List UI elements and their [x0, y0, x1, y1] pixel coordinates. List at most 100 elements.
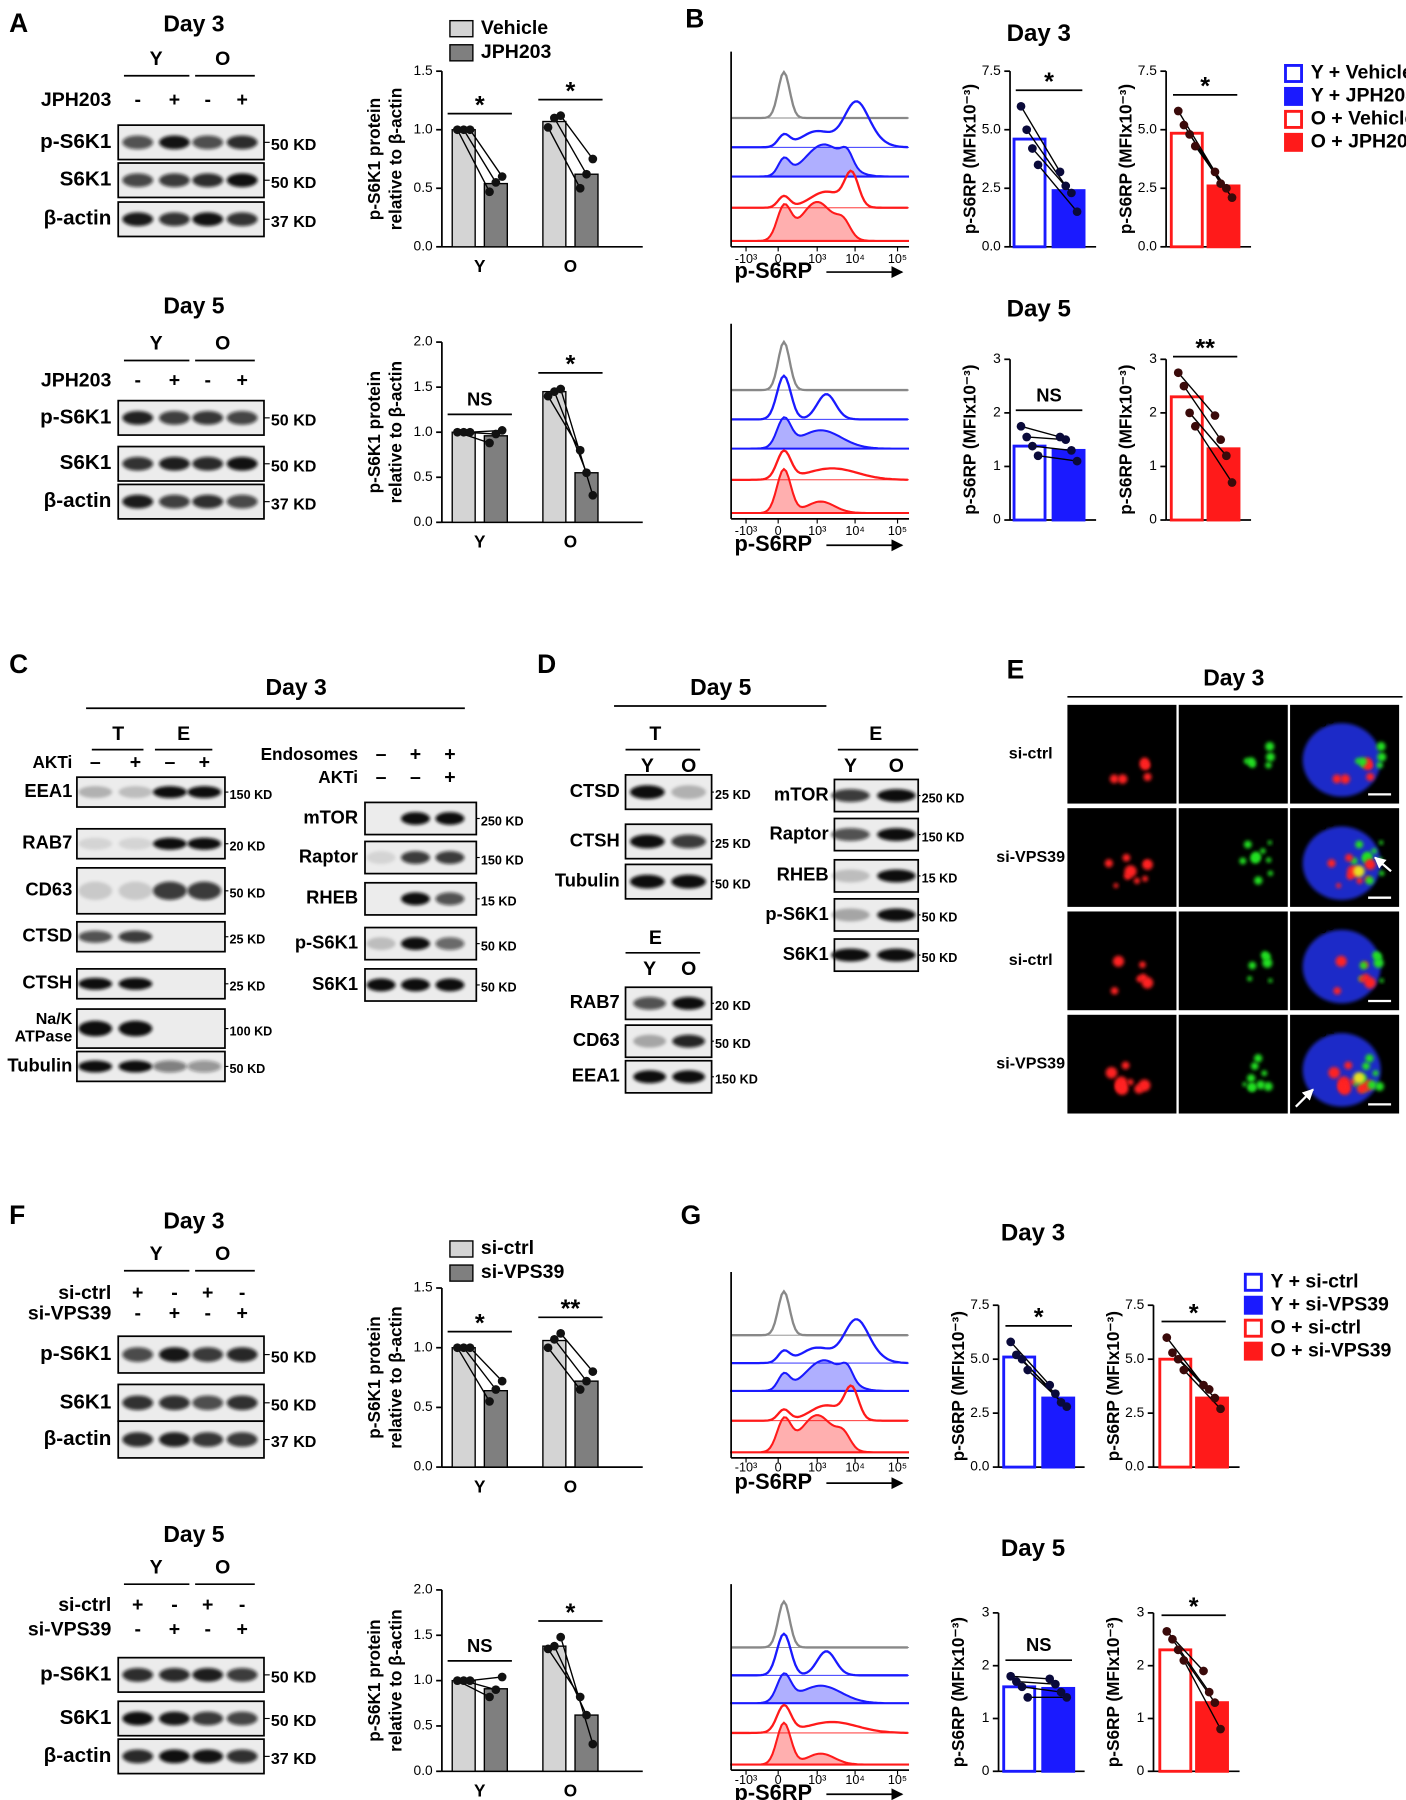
x-tick-label: 0 — [775, 524, 782, 538]
green-spot — [1362, 1062, 1370, 1070]
data-point — [1162, 1627, 1172, 1636]
blot-title: Day 5 — [163, 1521, 224, 1547]
data-point — [485, 1692, 494, 1702]
blot-title: Day 3 — [163, 1208, 224, 1234]
blot-band — [226, 456, 258, 471]
y-tick-label: 1 — [1137, 1710, 1145, 1725]
treatment-label: AKTi — [318, 767, 358, 787]
pointer-arrow — [1374, 856, 1392, 873]
y-tick-label: 2 — [993, 405, 1001, 420]
bar — [1158, 1648, 1193, 1773]
x-tick-label: 10⁵ — [888, 524, 907, 538]
data-point — [485, 438, 494, 448]
red-spot — [1115, 1081, 1126, 1093]
y-tick-label: 0.5 — [414, 1399, 433, 1414]
kd-label: 50 KD — [271, 412, 317, 430]
blot-band — [226, 1432, 258, 1447]
data-point — [1173, 1354, 1183, 1364]
legend-swatch — [449, 19, 474, 38]
blot-band — [118, 786, 153, 799]
y-tick-label: 1.5 — [414, 63, 433, 78]
red-spot — [1127, 1078, 1134, 1086]
histogram-fill — [731, 416, 910, 450]
green-spot — [1247, 976, 1253, 982]
y-tick-label: 0.0 — [982, 238, 1001, 253]
green-spot — [1261, 1070, 1268, 1077]
group-label: Y — [150, 1556, 163, 1578]
lane-label: + — [236, 89, 247, 111]
green-spot — [1379, 978, 1384, 983]
lane-label: + — [169, 1618, 180, 1640]
bar — [451, 1347, 476, 1468]
x-tick-label: 10⁴ — [845, 1773, 864, 1787]
x-tick-label: 10³ — [808, 1461, 826, 1475]
data-point — [1179, 120, 1189, 130]
y-tick-label: 1 — [993, 458, 1001, 473]
y-tick-label: 0.0 — [414, 1459, 433, 1474]
kd-label: 25 KD — [715, 788, 751, 802]
tile-bg — [1178, 1014, 1288, 1114]
row-label: Raptor — [770, 822, 829, 843]
histogram-fill — [730, 1359, 910, 1393]
kd-label: 37 KD — [271, 213, 317, 231]
blot-band — [671, 785, 707, 799]
histogram-trace — [731, 339, 908, 392]
kd-label: 50 KD — [481, 939, 517, 953]
red-spot — [1336, 883, 1342, 889]
x-tick-label: -10³ — [735, 524, 757, 538]
pair-connector — [1026, 129, 1067, 187]
data-point — [1028, 144, 1037, 153]
green-spot — [1365, 1054, 1374, 1063]
group-label: Y — [150, 48, 163, 70]
image-tile — [1067, 1014, 1177, 1114]
legend-swatch — [1284, 63, 1303, 83]
lane-label: Y — [643, 958, 656, 980]
lane-label: + — [236, 369, 247, 391]
red-spot — [1144, 861, 1150, 866]
data-point — [491, 429, 501, 439]
pair-connector — [1016, 1680, 1056, 1685]
green-spot — [1242, 1082, 1247, 1087]
row-label: CTSH — [22, 972, 72, 993]
y-tick-label: 0.5 — [414, 469, 433, 484]
panel-label: F — [9, 1200, 25, 1230]
legend-label: O + si-VPS39 — [1271, 1339, 1392, 1361]
pair-connector — [1189, 412, 1227, 457]
data-point — [1062, 1402, 1072, 1412]
lane-label: + — [202, 1282, 213, 1304]
data-point — [1072, 456, 1082, 466]
x-axis-label: p-S6RP — [735, 258, 813, 283]
data-point — [1210, 1698, 1220, 1708]
blot-band — [159, 456, 190, 471]
panel-title: Day 5 — [1001, 1535, 1065, 1562]
panel-title: Day 5 — [1007, 295, 1071, 322]
y-tick-label: 0.0 — [1138, 238, 1157, 253]
data-point — [1028, 441, 1037, 451]
lane-label: - — [171, 1594, 177, 1616]
group-label: Y — [150, 1243, 163, 1265]
red-spot — [1328, 1066, 1340, 1079]
kd-label: 250 KD — [481, 814, 524, 828]
lane-label: – — [410, 766, 421, 788]
lane-label: - — [204, 369, 210, 391]
y-tick-label: 3 — [993, 351, 1001, 366]
kd-label: 50 KD — [271, 1348, 317, 1366]
lane-label: O — [681, 755, 696, 777]
group-label: O — [215, 1243, 230, 1265]
x-axis-label: p-S6RP — [735, 1780, 813, 1800]
data-point — [1179, 1365, 1189, 1375]
green-spot — [1253, 1054, 1263, 1063]
blot-band — [118, 881, 153, 900]
tile-label: Merge — [1296, 918, 1335, 933]
green-spot — [1365, 876, 1374, 885]
tile-bg — [1067, 704, 1177, 804]
data-point — [1216, 1404, 1225, 1414]
data-point — [543, 123, 553, 132]
y-tick-label: 1 — [1149, 458, 1157, 473]
histogram-trace — [731, 1289, 908, 1337]
row-label: EEA1 — [24, 780, 72, 801]
data-point — [543, 1343, 553, 1353]
pair-connector — [1021, 1686, 1062, 1693]
data-point — [1012, 1677, 1021, 1686]
green-spot — [1250, 853, 1261, 864]
